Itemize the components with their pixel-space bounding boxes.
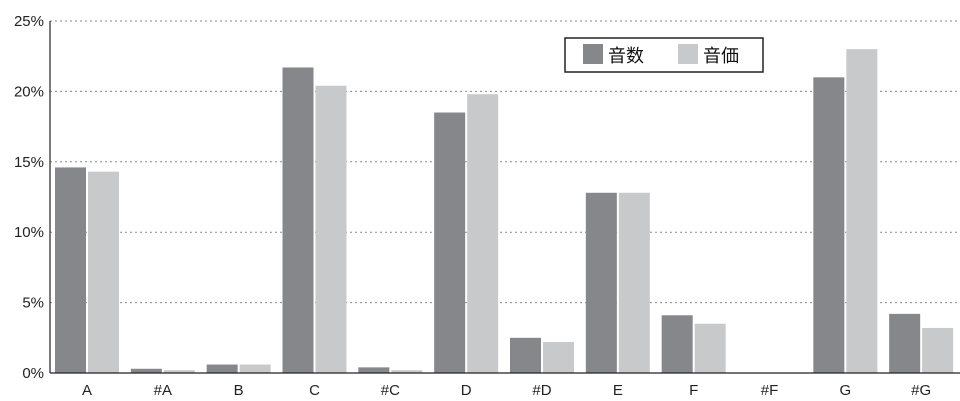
bar-onsu (55, 167, 86, 373)
legend-swatch-onsu (583, 44, 603, 64)
bar-onsu (889, 313, 921, 373)
x-category-label: B (234, 382, 244, 399)
legend-label-onka: 音価 (703, 46, 739, 67)
bar-onka (618, 192, 650, 373)
bar-onka (88, 171, 119, 373)
axes (49, 21, 960, 374)
legend: 音数 音価 (564, 37, 764, 73)
x-category-label: #D (532, 382, 551, 399)
x-category-label: F (689, 382, 698, 399)
bar-onka (467, 94, 499, 373)
bar-onsu (206, 364, 238, 373)
bar-onsu (661, 315, 693, 373)
x-category-label: E (613, 382, 623, 399)
bar-onsu (130, 368, 162, 373)
x-axis-category-labels: A #A B C #C D #D E F #F G #G (82, 382, 931, 399)
bars (55, 49, 954, 374)
legend-swatch-onka (678, 44, 698, 64)
x-category-label: #C (381, 382, 400, 399)
x-category-label: A (82, 382, 92, 399)
x-category-label: C (309, 382, 320, 399)
x-category-label: #F (761, 382, 779, 399)
bar-onka (239, 364, 271, 373)
x-category-label: #G (911, 382, 931, 399)
bar-onka (543, 342, 574, 373)
y-axis-tick-labels: 0% 5% 10% 15% 20% 25% (14, 13, 44, 382)
x-category-label: G (839, 382, 851, 399)
bar-onka (846, 49, 878, 373)
y-tick-label: 15% (14, 154, 44, 171)
bar-onka (694, 323, 726, 373)
bar-onsu (282, 67, 314, 374)
bar-onsu (813, 77, 845, 373)
x-category-label: D (461, 382, 472, 399)
x-category-label: #A (154, 382, 172, 399)
bar-onka (163, 370, 195, 373)
bar-onsu (510, 337, 541, 373)
gridlines (50, 20, 960, 304)
y-tick-label: 20% (14, 83, 44, 100)
bar-onka (922, 327, 954, 373)
y-tick-label: 10% (14, 224, 44, 241)
legend-label-onsu: 音数 (608, 46, 644, 67)
y-tick-label: 0% (22, 365, 44, 382)
bar-onsu (585, 192, 617, 373)
y-tick-label: 5% (22, 295, 44, 312)
y-tick-label: 25% (14, 13, 44, 30)
bar-onka (391, 370, 423, 373)
bar-onsu (434, 112, 466, 374)
bar-onka (315, 85, 347, 373)
bar-onsu (358, 367, 390, 373)
